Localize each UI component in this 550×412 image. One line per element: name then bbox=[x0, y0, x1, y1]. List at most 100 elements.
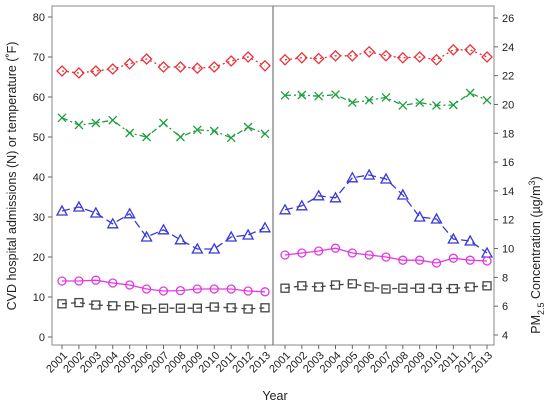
series-line bbox=[56, 51, 271, 79]
data-point bbox=[363, 45, 376, 58]
data-point bbox=[91, 300, 101, 310]
data-point bbox=[314, 282, 324, 292]
data-point bbox=[142, 132, 152, 142]
y-tick-label-left: 40 bbox=[33, 172, 45, 184]
series-path bbox=[284, 283, 488, 290]
data-point bbox=[464, 43, 477, 56]
data-point bbox=[225, 55, 238, 67]
x-axis-label: Year bbox=[262, 389, 287, 403]
data-point bbox=[159, 118, 168, 128]
y-tick-label-left: 80 bbox=[33, 12, 45, 24]
series-path bbox=[61, 206, 266, 250]
data-point bbox=[157, 61, 170, 73]
data-point bbox=[192, 303, 202, 313]
x-axis: 2001200220032004200520062007200820092010… bbox=[44, 345, 495, 375]
data-point bbox=[243, 122, 253, 132]
data-point bbox=[226, 284, 236, 294]
data-point bbox=[482, 95, 492, 105]
data-point bbox=[312, 52, 325, 65]
data-point bbox=[347, 98, 357, 108]
series-path bbox=[61, 301, 266, 310]
series-path bbox=[61, 56, 266, 74]
data-point bbox=[209, 284, 219, 294]
data-point bbox=[209, 126, 219, 136]
data-point bbox=[259, 59, 271, 72]
y-tick-label-right: 24 bbox=[502, 42, 514, 54]
data-point bbox=[381, 252, 391, 262]
data-point bbox=[157, 223, 170, 235]
series-line bbox=[279, 43, 493, 66]
data-point bbox=[209, 302, 219, 312]
data-point bbox=[364, 250, 374, 260]
data-point bbox=[413, 210, 426, 222]
data-point bbox=[140, 230, 153, 242]
data-point bbox=[175, 132, 185, 142]
data-point bbox=[482, 256, 492, 266]
y-tick-label-left: 60 bbox=[33, 92, 45, 104]
data-point bbox=[57, 113, 67, 123]
data-point bbox=[125, 128, 135, 138]
data-point bbox=[55, 204, 69, 216]
data-point bbox=[465, 282, 475, 292]
data-point bbox=[74, 297, 84, 308]
data-point bbox=[192, 125, 202, 135]
data-point bbox=[158, 303, 169, 313]
data-point bbox=[432, 100, 441, 110]
data-point bbox=[347, 279, 357, 289]
data-point bbox=[482, 281, 492, 291]
y-tick-label-left: 0 bbox=[39, 332, 45, 344]
y-tick-label-right: 14 bbox=[502, 186, 514, 198]
data-point bbox=[381, 92, 391, 102]
data-point bbox=[106, 217, 119, 229]
y-tick-label-right: 8 bbox=[502, 272, 508, 284]
data-point bbox=[192, 284, 202, 294]
data-point bbox=[89, 206, 102, 218]
data-point bbox=[174, 233, 187, 245]
data-point bbox=[415, 283, 425, 293]
series-path bbox=[284, 174, 488, 254]
data-point bbox=[280, 283, 290, 293]
series-line bbox=[57, 113, 270, 143]
data-point bbox=[174, 61, 187, 73]
data-point bbox=[258, 221, 272, 233]
data-point bbox=[175, 303, 186, 313]
y-tick-label-right: 26 bbox=[502, 13, 514, 25]
data-point bbox=[314, 91, 324, 101]
y-tick-label-right: 16 bbox=[502, 157, 514, 169]
data-point bbox=[72, 67, 85, 79]
data-point bbox=[297, 90, 307, 100]
data-point bbox=[465, 255, 475, 265]
data-point bbox=[347, 248, 357, 258]
data-point bbox=[448, 253, 458, 263]
data-point bbox=[260, 287, 270, 297]
data-point bbox=[346, 171, 359, 183]
plot-frame bbox=[51, 5, 495, 346]
data-point bbox=[241, 228, 255, 240]
data-point bbox=[191, 242, 204, 254]
data-point bbox=[278, 203, 292, 215]
series-line bbox=[57, 297, 270, 314]
data-point bbox=[297, 248, 307, 258]
data-point bbox=[140, 53, 153, 65]
data-point bbox=[448, 283, 458, 294]
data-point bbox=[346, 49, 359, 62]
data-point bbox=[208, 61, 221, 73]
data-point bbox=[431, 258, 442, 268]
data-point bbox=[295, 199, 308, 211]
y-tick-label-left: 50 bbox=[33, 132, 45, 144]
data-point bbox=[312, 189, 325, 201]
data-point bbox=[56, 65, 68, 77]
y-tick-label-left: 20 bbox=[33, 252, 45, 264]
data-point bbox=[243, 286, 253, 296]
data-point bbox=[329, 49, 342, 62]
series-path bbox=[62, 279, 266, 293]
data-point bbox=[123, 57, 136, 70]
data-point bbox=[330, 243, 341, 253]
data-point bbox=[72, 200, 86, 212]
data-point bbox=[279, 53, 291, 66]
data-point bbox=[415, 255, 425, 265]
data-point bbox=[465, 88, 475, 98]
data-point bbox=[329, 191, 342, 203]
data-point bbox=[108, 301, 118, 311]
